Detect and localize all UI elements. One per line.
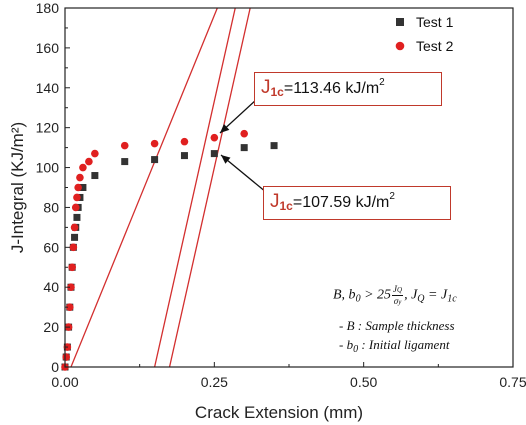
test2-point: [76, 173, 84, 182]
arrow-to-test2-intersection: [219, 99, 257, 134]
test2-point: [79, 163, 87, 172]
formula-j1c-sub: 1c: [447, 293, 457, 305]
x-tick-label: 0.50: [350, 374, 377, 390]
legend-marker-circle: [395, 41, 405, 51]
x-tick-label: 0.25: [201, 374, 228, 390]
test2-point: [67, 283, 75, 292]
legend-label: Test 1: [416, 14, 454, 30]
test2-point: [68, 263, 76, 272]
test2-point: [120, 141, 129, 150]
y-tick-label: 140: [36, 80, 60, 96]
formula-frac-den-sub: y: [398, 298, 402, 306]
y-tick-label: 0: [51, 359, 59, 375]
y-tick-label: 120: [36, 120, 60, 136]
formula-jq-sub: Q: [417, 293, 425, 305]
callout-unit-exponent: 2: [389, 191, 395, 202]
validity-formula: B, b0 > 25 JQ σy, JQ = J1c: [333, 284, 457, 307]
test2-point: [85, 157, 93, 166]
test1-point: [91, 172, 99, 180]
callout-value: =107.59 kJ/m: [292, 194, 390, 211]
test2-point: [240, 129, 248, 138]
formula-gt: > 25: [360, 287, 392, 303]
legend-label: Test 2: [416, 38, 454, 54]
test2-point: [73, 193, 81, 202]
data-points: [61, 129, 278, 371]
y-tick-label: 160: [36, 40, 60, 56]
note-b0-prefix: - b: [339, 337, 354, 352]
axes: 0.00 0.25 0.50 0.75020406080100120140160180…: [8, 0, 526, 422]
test2-point: [150, 139, 159, 148]
test1-point: [121, 158, 129, 166]
callout-unit-exponent: 2: [379, 77, 385, 88]
formula-frac-num: JQ: [392, 284, 404, 296]
j-subscript: 1c: [279, 199, 293, 213]
callout-value: =113.46 kJ/m: [283, 80, 380, 97]
x-tick-label: 0.00: [51, 374, 78, 390]
y-tick-label: 180: [36, 0, 60, 16]
legend: Test 1 Test 2: [395, 14, 454, 54]
note-b0-sub: 0: [353, 344, 359, 355]
formula-frac-num-sub: Q: [397, 286, 403, 294]
note-initial-ligament: - b0 : Initial ligament: [339, 337, 449, 355]
test2-point: [180, 137, 189, 146]
test2-point: [74, 183, 82, 192]
j1c-callout-test1: J1c=107.59 kJ/m2: [263, 186, 451, 220]
formula-eq-j1c: = J: [424, 287, 448, 303]
j-symbol: J: [261, 77, 271, 98]
note-b-text: - B : Sample thickness: [339, 318, 455, 333]
test1-point: [180, 152, 188, 160]
note-b0-suffix: : Initial ligament: [358, 337, 450, 352]
x-axis-title: Crack Extension (mm): [195, 403, 363, 422]
test1-point: [71, 233, 79, 241]
test2-point: [62, 353, 70, 361]
formula-sub-0: 0: [355, 293, 361, 305]
arrow-head: [221, 155, 231, 164]
formula-b-b0: B, b: [333, 287, 356, 303]
test2-point: [210, 133, 219, 142]
blunting-lines: [70, 8, 251, 367]
test2-point: [70, 223, 79, 232]
y-tick-label: 80: [43, 199, 59, 215]
y-axis-title: J-Integral (KJ/m²): [8, 122, 27, 253]
legend-marker-square: [396, 18, 404, 26]
y-tick-label: 100: [36, 160, 60, 176]
test1-point: [240, 144, 248, 152]
test2-point: [69, 243, 78, 252]
offset-line-1: [70, 8, 218, 367]
test1-point: [210, 150, 218, 158]
test1-point: [270, 142, 278, 150]
test1-point: [73, 213, 81, 221]
arrow-head: [220, 123, 230, 133]
j-subscript: 1c: [270, 85, 284, 99]
y-tick-label: 20: [43, 319, 59, 335]
test2-point: [65, 303, 74, 311]
x-tick-label: 0.75: [499, 374, 526, 390]
formula-jq: , J: [404, 287, 418, 303]
formula-frac-den-sigma: σ: [393, 296, 399, 306]
note-sample-thickness: - B : Sample thickness: [339, 318, 455, 334]
offset-line-2: [153, 8, 236, 367]
test2-point: [91, 149, 99, 158]
j-symbol: J: [270, 191, 280, 212]
y-tick-label: 40: [43, 279, 59, 295]
test1-point: [79, 184, 87, 191]
formula-frac-den: σy: [392, 296, 403, 307]
j1c-callout-test2: J1c=113.46 kJ/m2: [254, 72, 442, 106]
offset-line-3: [168, 8, 251, 367]
formula-frac-num-j: J: [393, 284, 398, 294]
test2-point: [71, 203, 80, 212]
formula-fraction: JQ σy: [392, 284, 404, 307]
y-tick-label: 60: [43, 239, 59, 255]
test1-point: [151, 156, 159, 164]
